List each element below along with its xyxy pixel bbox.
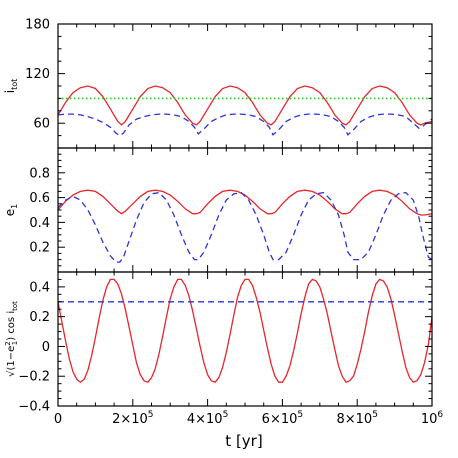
panel-2: 0.2 0.4 0.6 0.8 e1 [3,147,433,273]
panel-3-y-axis-title: √(1−e21) cos itot [4,301,19,377]
panel-1-series-2-line [58,113,432,137]
y-tick-label: 60 [33,117,50,132]
y-tick-label: −0.4 [18,400,50,415]
y-tick-label: −0.2 [18,370,50,385]
y-tick-label: 0.4 [29,280,50,295]
panel-1-series-1-line [58,85,432,126]
panel-2-frame [57,147,433,273]
x-axis-title: t [yr] [225,432,262,450]
y-tick-label: 180 [25,18,50,33]
x-tick-label: 6×105 [262,410,303,427]
panel-3-series-1-line [58,278,432,384]
y-tick-label: 0.8 [29,166,50,181]
panel-3: −0.4 −0.2 0 0.2 0.4 √(1−e21) cos itot 0 2×105 4×… [4,271,444,427]
y-tick-label: 0.2 [29,310,50,325]
panel-1-y-axis-title: itot [3,79,19,94]
panel-1-frame [57,23,433,149]
panel-3-frame [57,271,433,407]
x-axis-title-group: t [yr] [225,432,262,450]
y-tick-label: 120 [25,67,50,82]
y-tick-label: 0.4 [29,216,50,231]
y-tick-label: 0 [42,340,50,355]
panel-2-y-axis-title: e1 [3,204,19,216]
x-tick-label: 0 [54,412,62,427]
y-tick-label: 0.6 [29,191,50,206]
panels: 60120180itot0.20.40.60.8e1−0.4−0.200.20.… [3,18,443,428]
x-tick-label: 106 [421,410,444,427]
y-tick-label: 0.2 [29,241,50,256]
panel-1: 60 120 180 itot [3,18,433,149]
x-tick-label: 8×105 [336,410,377,427]
x-tick-label: 4×105 [187,410,228,427]
x-tick-label: 2×105 [112,410,153,427]
panel-2-series-2-line [58,191,432,263]
panel-2-series-1-line [58,189,432,216]
